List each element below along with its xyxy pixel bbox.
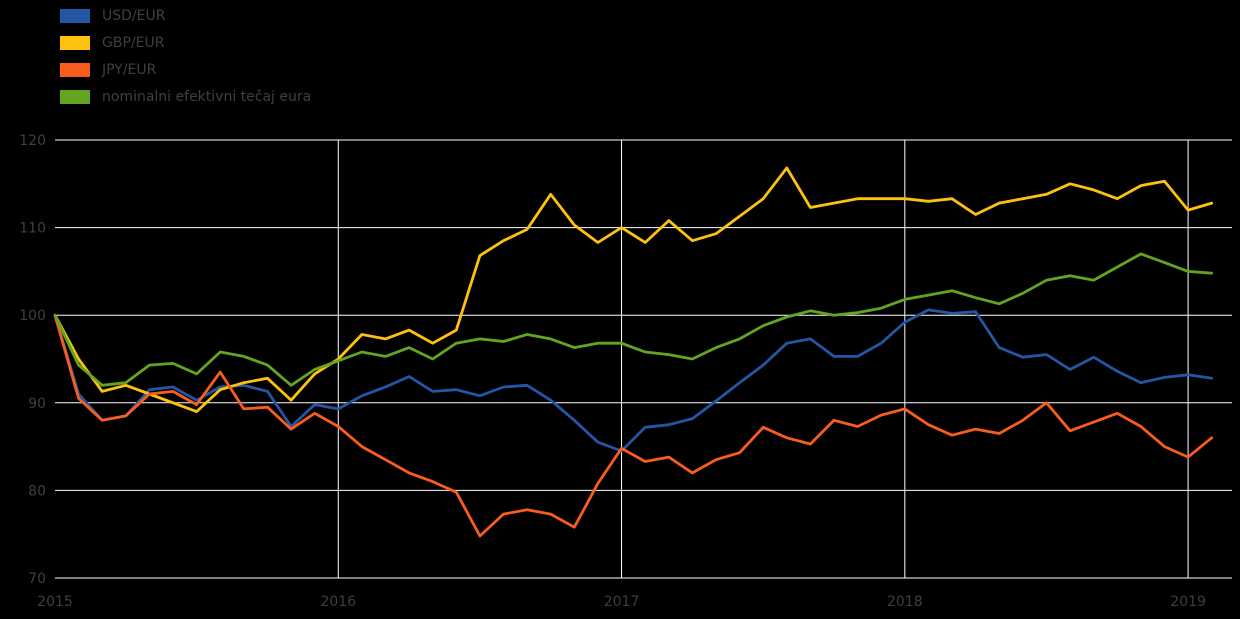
legend-item-neer-euro: nominalni efektivni tečaj eura: [60, 87, 311, 106]
legend-item-usd-eur: USD/EUR: [60, 6, 311, 25]
svg-text:110: 110: [19, 221, 46, 237]
usd-eur-label: USD/EUR: [102, 7, 166, 24]
gbp-eur-swatch: [60, 35, 90, 50]
svg-text:90: 90: [28, 396, 46, 412]
usd-eur-swatch: [60, 8, 90, 23]
legend-item-gbp-eur: GBP/EUR: [60, 33, 311, 52]
neer-euro-label: nominalni efektivni tečaj eura: [102, 88, 312, 105]
svg-text:2015: 2015: [37, 594, 73, 610]
svg-text:2019: 2019: [1170, 594, 1206, 610]
neer-euro-swatch: [60, 89, 90, 104]
svg-text:120: 120: [19, 133, 46, 149]
svg-text:70: 70: [28, 571, 46, 587]
svg-text:100: 100: [19, 308, 46, 324]
gbp-eur-label: GBP/EUR: [102, 34, 165, 51]
jpy-eur-label: JPY/EUR: [102, 61, 157, 78]
svg-text:2017: 2017: [604, 594, 640, 610]
chart-legend: USD/EUR GBP/EUR JPY/EUR nominalni efekti…: [60, 6, 311, 106]
jpy-eur-swatch: [60, 62, 90, 77]
svg-text:80: 80: [28, 483, 46, 499]
svg-text:2016: 2016: [320, 594, 356, 610]
svg-text:2018: 2018: [887, 594, 923, 610]
legend-item-jpy-eur: JPY/EUR: [60, 60, 311, 79]
